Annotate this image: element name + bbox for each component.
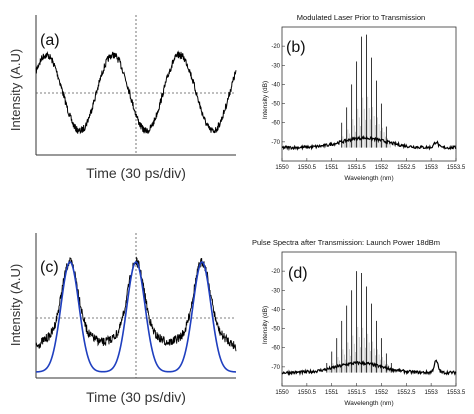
panel-c-ylabel: Intensity (A.U) (8, 264, 23, 346)
xtick-label: 1552 (375, 165, 389, 171)
panel-a-plot-area (35, 15, 237, 156)
panel-b-xticks: 1550 1550.5 1551 1551.5 1552 1552.5 1553 1553.5 (275, 158, 466, 171)
panel-a-ylabel: Intensity (A.U) (8, 49, 23, 131)
panel-d-yticks: -20 -30 -40 -50 -60 -70 (271, 269, 285, 371)
xtick-label: 1552 (375, 390, 389, 396)
xtick-label: 1551 (325, 165, 339, 171)
panel-d-title: Pulse Spectra after Transmission: Launch… (252, 238, 440, 247)
panel-a: Intensity (A.U) (a) Time (30 ps/div) (8, 15, 237, 181)
panel-b-letter: (b) (286, 39, 306, 56)
panel-c-xlabel: Time (30 ps/div) (86, 389, 186, 405)
ytick-label: -60 (271, 121, 280, 127)
panel-c: Intensity (A.U) (c) Time (30 ps/div) (8, 233, 237, 405)
ytick-label: -40 (271, 307, 280, 313)
ytick-label: -50 (271, 327, 280, 333)
xtick-label: 1551.5 (347, 165, 366, 171)
xtick-label: 1550.5 (298, 165, 317, 171)
panel-b-yticks: -20 -30 -40 -50 -60 -70 (271, 44, 285, 146)
ytick-label: -70 (271, 140, 280, 146)
panel-b-xlabel: Wavelength (nm) (344, 175, 393, 182)
xtick-label: 1553.5 (447, 165, 466, 171)
xtick-label: 1550 (275, 165, 289, 171)
xtick-label: 1553 (424, 390, 438, 396)
ytick-label: -20 (271, 44, 280, 50)
panel-b-bars (341, 34, 391, 148)
ytick-label: -60 (271, 346, 280, 352)
xtick-label: 1551 (325, 390, 339, 396)
ytick-label: -30 (271, 63, 280, 69)
panel-d-frame (281, 251, 457, 387)
panel-c-trace-fit (35, 261, 237, 373)
panel-b: Modulated Laser Prior to Transmission In… (262, 13, 466, 182)
panel-b-frame (281, 26, 457, 162)
panel-d-ylabel: Intensity (dB) (262, 306, 269, 344)
panel-b-ylabel: Intensity (dB) (262, 81, 269, 119)
ytick-label: -70 (271, 365, 280, 371)
panel-b-axes: -20-30-40-50-60-70 1550 1550.5 1551 1551.5 1… (271, 26, 466, 171)
panel-d-axes: -20-30-40-50-60-70 1550 1550.5 1551 1551.5 1… (271, 251, 466, 396)
xtick-label: 1552.5 (397, 165, 416, 171)
xtick-label: 1550 (275, 390, 289, 396)
panel-c-letter: (c) (40, 259, 59, 276)
panel-d: Pulse Spectra after Transmission: Launch… (252, 238, 466, 407)
xtick-label: 1552.5 (397, 390, 416, 396)
xtick-label: 1553.5 (447, 390, 466, 396)
panel-a-trace (35, 50, 237, 135)
xtick-label: 1553 (424, 165, 438, 171)
ytick-label: -50 (271, 102, 280, 108)
panel-d-letter: (d) (288, 265, 308, 282)
panel-d-xlabel: Wavelength (nm) (344, 400, 393, 407)
xtick-label: 1550.5 (298, 390, 317, 396)
ytick-label: -20 (271, 269, 280, 275)
panel-b-noise-floor (281, 134, 457, 152)
xtick-label: 1551.5 (347, 390, 366, 396)
panel-b-title: Modulated Laser Prior to Transmission (297, 13, 425, 22)
panel-d-bars (326, 271, 396, 373)
panel-d-noise-floor (281, 359, 457, 376)
panel-c-plot-area (35, 233, 237, 379)
ytick-label: -30 (271, 288, 280, 294)
ytick-label: -40 (271, 82, 280, 88)
panel-d-xticks: 1550 1550.5 1551 1551.5 1552 1552.5 1553 1553.5 (275, 383, 466, 396)
panel-a-letter: (a) (40, 32, 60, 49)
panel-a-xlabel: Time (30 ps/div) (86, 165, 186, 181)
